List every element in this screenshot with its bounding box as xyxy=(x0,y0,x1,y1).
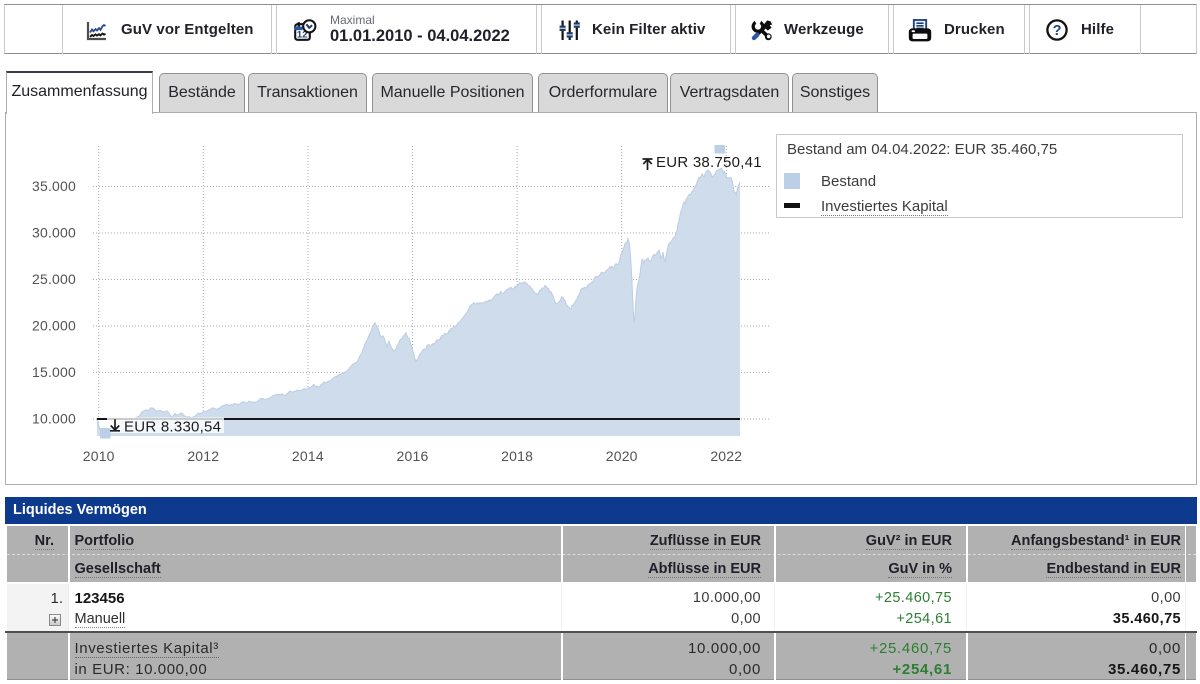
svg-text:2020: 2020 xyxy=(606,448,638,464)
svg-text:EUR 8.330,54: EUR 8.330,54 xyxy=(124,419,221,436)
svg-text:20.000: 20.000 xyxy=(32,318,76,334)
svg-text:12: 12 xyxy=(297,29,308,40)
svg-text:?: ? xyxy=(1053,22,1062,38)
svg-text:15.000: 15.000 xyxy=(32,364,76,380)
svg-text:2010: 2010 xyxy=(83,448,115,464)
svg-text:2022: 2022 xyxy=(710,448,742,464)
svg-text:25.000: 25.000 xyxy=(32,271,76,287)
svg-text:35.000: 35.000 xyxy=(32,178,76,194)
svg-text:EUR 38.750,41: EUR 38.750,41 xyxy=(656,154,762,171)
svg-text:2018: 2018 xyxy=(501,448,533,464)
svg-text:10.000: 10.000 xyxy=(32,411,76,427)
svg-text:2014: 2014 xyxy=(292,448,324,464)
svg-text:2016: 2016 xyxy=(397,448,429,464)
svg-text:2012: 2012 xyxy=(187,448,219,464)
svg-text:30.000: 30.000 xyxy=(32,225,76,241)
